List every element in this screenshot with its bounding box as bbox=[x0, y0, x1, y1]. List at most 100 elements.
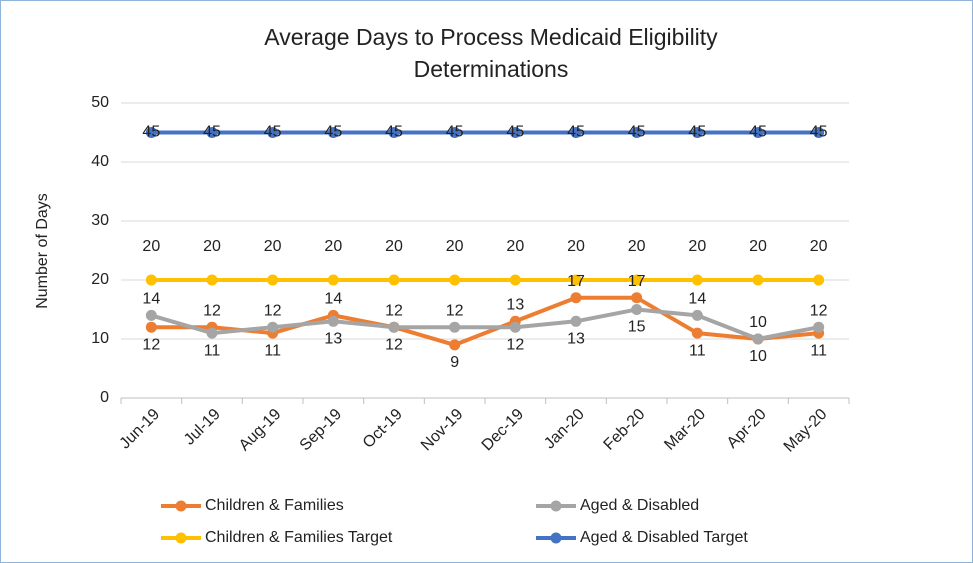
data-label: 15 bbox=[628, 319, 646, 336]
marker bbox=[388, 274, 400, 286]
data-label: 20 bbox=[385, 238, 403, 255]
data-label: 12 bbox=[203, 302, 221, 319]
data-label: 45 bbox=[142, 124, 160, 141]
marker bbox=[691, 309, 703, 321]
marker bbox=[206, 274, 218, 286]
y-tick-label: 0 bbox=[100, 389, 109, 406]
x-tick-label: Jan-20 bbox=[541, 406, 588, 453]
x-tick-label: Apr-20 bbox=[724, 406, 770, 452]
marker bbox=[570, 292, 582, 304]
data-label: 20 bbox=[749, 238, 767, 255]
data-label: 10 bbox=[749, 314, 767, 331]
data-label: 13 bbox=[324, 331, 342, 348]
marker bbox=[145, 127, 157, 138]
marker bbox=[449, 321, 461, 333]
data-label: 20 bbox=[628, 238, 646, 255]
legend-label: Aged & Disabled Target bbox=[580, 529, 748, 546]
data-label: 45 bbox=[628, 124, 646, 141]
marker bbox=[752, 274, 764, 286]
data-label: 20 bbox=[203, 238, 221, 255]
data-label: 45 bbox=[446, 124, 464, 141]
y-tick-label: 50 bbox=[91, 94, 109, 111]
data-label: 10 bbox=[749, 348, 767, 365]
marker bbox=[145, 321, 157, 333]
marker bbox=[752, 333, 764, 345]
marker bbox=[691, 274, 703, 286]
marker bbox=[509, 127, 521, 138]
legend-marker bbox=[550, 532, 562, 544]
data-label: 20 bbox=[567, 238, 585, 255]
marker bbox=[691, 127, 703, 138]
data-label: 20 bbox=[688, 238, 706, 255]
data-label: 45 bbox=[385, 124, 403, 141]
marker bbox=[388, 321, 400, 333]
data-label: 12 bbox=[810, 302, 828, 319]
marker bbox=[267, 274, 279, 286]
x-tick-label: Feb-20 bbox=[601, 406, 649, 454]
data-label: 45 bbox=[203, 124, 221, 141]
data-label: 13 bbox=[567, 331, 585, 348]
marker bbox=[449, 339, 461, 351]
data-label: 12 bbox=[506, 336, 524, 353]
marker bbox=[388, 127, 400, 138]
legend-label: Aged & Disabled bbox=[580, 497, 699, 514]
data-label: 45 bbox=[324, 124, 342, 141]
data-label: 13 bbox=[506, 297, 524, 314]
data-label: 9 bbox=[450, 354, 459, 371]
marker bbox=[691, 327, 703, 339]
marker bbox=[449, 274, 461, 286]
marker bbox=[206, 127, 218, 138]
marker bbox=[570, 315, 582, 327]
marker bbox=[267, 321, 279, 333]
legend-marker bbox=[175, 532, 187, 544]
data-label: 45 bbox=[567, 124, 585, 141]
data-label: 20 bbox=[264, 238, 282, 255]
marker bbox=[449, 127, 461, 138]
marker bbox=[327, 274, 339, 286]
marker bbox=[631, 274, 643, 286]
marker bbox=[327, 315, 339, 327]
marker bbox=[267, 127, 279, 138]
x-tick-label: Oct-19 bbox=[360, 406, 406, 452]
data-label: 20 bbox=[810, 238, 828, 255]
marker bbox=[206, 327, 218, 339]
x-tick-label: Jul-19 bbox=[181, 406, 224, 449]
data-label: 14 bbox=[324, 291, 342, 308]
data-label: 12 bbox=[385, 336, 403, 353]
marker bbox=[145, 309, 157, 321]
data-label: 45 bbox=[264, 124, 282, 141]
data-label: 20 bbox=[324, 238, 342, 255]
marker bbox=[752, 127, 764, 138]
x-tick-label: Sep-19 bbox=[297, 406, 346, 455]
data-label: 45 bbox=[810, 124, 828, 141]
data-label: 14 bbox=[688, 291, 706, 308]
data-label: 45 bbox=[688, 124, 706, 141]
data-label: 11 bbox=[204, 342, 221, 359]
x-tick-label: Dec-19 bbox=[479, 406, 528, 455]
data-label: 12 bbox=[142, 336, 160, 353]
marker bbox=[813, 127, 825, 138]
data-label: 12 bbox=[385, 302, 403, 319]
y-tick-label: 30 bbox=[91, 212, 109, 229]
data-label: 17 bbox=[567, 273, 585, 290]
x-tick-label: Mar-20 bbox=[661, 406, 709, 454]
y-tick-label: 20 bbox=[91, 271, 109, 288]
data-label: 20 bbox=[142, 238, 160, 255]
legend-marker bbox=[175, 500, 187, 512]
legend-label: Children & Families bbox=[205, 497, 344, 514]
x-tick-label: Aug-19 bbox=[236, 406, 285, 455]
legend-label: Children & Families Target bbox=[205, 529, 393, 546]
y-tick-label: 10 bbox=[91, 330, 109, 347]
data-label: 12 bbox=[446, 302, 464, 319]
marker bbox=[509, 274, 521, 286]
x-tick-label: Jun-19 bbox=[117, 406, 164, 453]
data-label: 12 bbox=[264, 302, 282, 319]
marker bbox=[813, 274, 825, 286]
marker bbox=[509, 321, 521, 333]
series-line bbox=[151, 295, 819, 347]
data-label: 45 bbox=[506, 124, 524, 141]
marker bbox=[631, 304, 643, 315]
data-label: 45 bbox=[749, 124, 767, 141]
